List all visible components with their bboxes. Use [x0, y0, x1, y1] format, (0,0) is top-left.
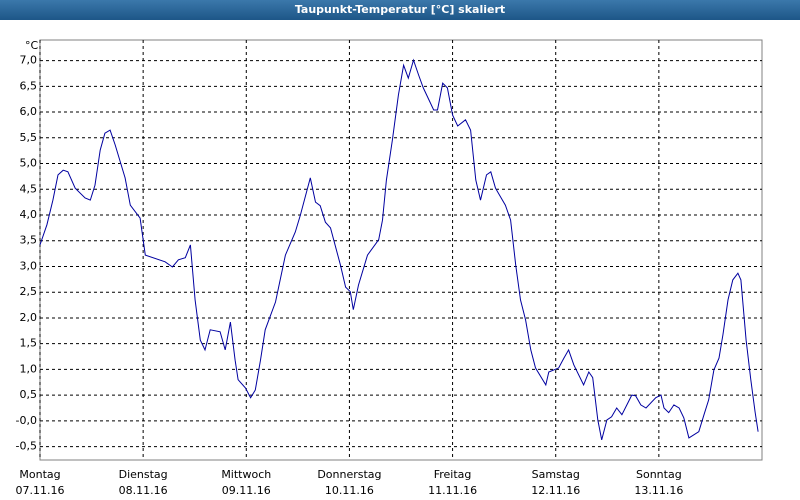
x-tick-date: 12.11.16	[531, 484, 580, 497]
y-tick-label: 4,0	[20, 208, 38, 221]
y-tick-label: 5,5	[20, 131, 38, 144]
x-tick-label: Mittwoch	[221, 468, 271, 481]
y-tick-label: 6,5	[20, 79, 38, 92]
y-tick-label: 3,5	[20, 234, 38, 247]
x-tick-date: 13.11.16	[634, 484, 683, 497]
x-tick-label: Dienstag	[119, 468, 168, 481]
y-tick-label: 0,5	[20, 388, 38, 401]
x-tick-date: 09.11.16	[222, 484, 271, 497]
chart-title: Taupunkt-Temperatur [°C] skaliert	[0, 0, 800, 20]
x-tick-label: Samstag	[532, 468, 580, 481]
y-tick-label: 1,0	[20, 362, 38, 375]
y-tick-label: 6,0	[20, 105, 38, 118]
y-tick-label: 4,5	[20, 182, 38, 195]
y-tick-label: -0,5	[16, 440, 37, 453]
y-tick-label: -0,0	[16, 414, 37, 427]
y-unit: °C	[25, 39, 39, 52]
x-tick-date: 08.11.16	[119, 484, 168, 497]
x-tick-label: Freitag	[434, 468, 472, 481]
y-tick-label: 5,0	[20, 157, 38, 170]
x-tick-label: Donnerstag	[317, 468, 381, 481]
y-tick-label: 2,5	[20, 285, 38, 298]
x-tick-date: 07.11.16	[16, 484, 65, 497]
x-tick-date: 11.11.16	[428, 484, 477, 497]
y-tick-label: 7,0	[20, 54, 38, 67]
x-tick-date: 10.11.16	[325, 484, 374, 497]
data-line	[39, 58, 759, 441]
x-tick-label: Montag	[19, 468, 60, 481]
y-tick-label: 3,0	[20, 259, 38, 272]
plot-area	[39, 39, 763, 461]
x-tick-label: Sonntag	[636, 468, 682, 481]
y-tick-label: 1,5	[20, 337, 38, 350]
y-tick-label: 2,0	[20, 311, 38, 324]
